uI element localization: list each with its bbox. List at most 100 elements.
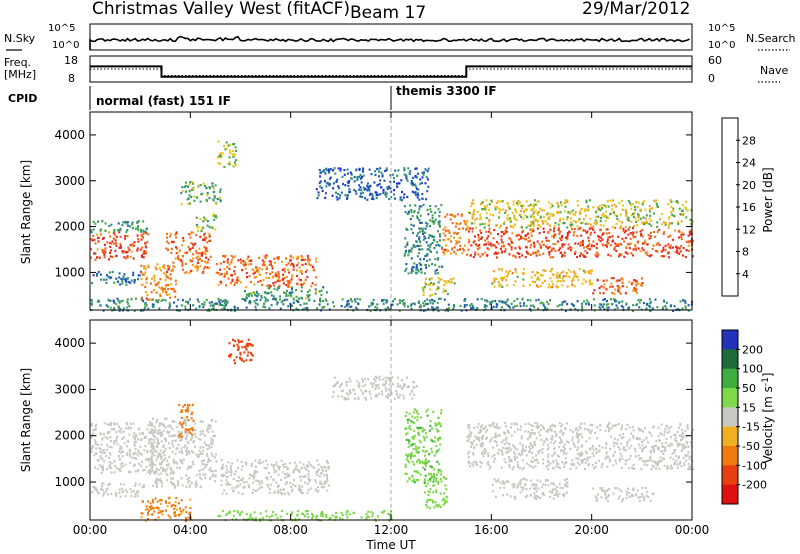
power-cell-0 — [96, 233, 99, 236]
velocity-cell-4 — [253, 475, 256, 478]
power-cell-14 — [631, 234, 634, 237]
velocity-cell-7 — [411, 443, 414, 446]
power-cell-6 — [186, 198, 189, 201]
power-cell-4 — [181, 255, 184, 258]
power-cell-0 — [104, 251, 107, 254]
power-cell-15 — [634, 217, 637, 220]
power-cell-18 — [144, 303, 146, 306]
power-cell-10 — [368, 189, 371, 192]
power-cell-18 — [431, 308, 434, 311]
power-cell-18 — [128, 305, 131, 308]
power-cell-17 — [625, 285, 628, 289]
power-cell-14 — [501, 231, 504, 234]
power-cell-15 — [679, 213, 682, 216]
velocity-cell-0 — [123, 436, 125, 439]
power-cell-11 — [438, 233, 441, 236]
power-cell-18 — [614, 300, 617, 303]
power-cell-13 — [459, 245, 462, 248]
velocity-cell-9 — [478, 437, 480, 440]
velocity-cell-2 — [180, 438, 183, 441]
velocity-cell-9 — [681, 437, 684, 441]
power-cell-15 — [620, 199, 623, 202]
velocity-cell-8 — [434, 489, 437, 492]
power-cell-14 — [632, 248, 635, 251]
velocity-cell-0 — [133, 451, 136, 454]
power-cell-15 — [626, 218, 629, 221]
power-cell-8 — [292, 265, 295, 268]
velocity-cell-0 — [104, 436, 107, 439]
power-cell-16 — [535, 284, 538, 287]
power-cell-8 — [274, 272, 277, 275]
velocity-cell-0 — [127, 426, 130, 429]
power-cell-14 — [650, 254, 653, 257]
velocity-cell-2 — [190, 449, 193, 453]
power-cell-18 — [529, 304, 532, 307]
power-cell-3 — [153, 274, 156, 277]
velocity-cell-3 — [179, 421, 182, 424]
velocity-cell-2 — [192, 463, 195, 466]
velocity-cell-9 — [663, 434, 666, 437]
power-cell-15 — [479, 216, 482, 219]
velocity-cell-7 — [404, 463, 407, 466]
velocity-cell-0 — [134, 444, 136, 447]
velocity-cell-7 — [407, 445, 410, 448]
power-cell-15 — [557, 223, 560, 226]
power-cell-14 — [608, 236, 611, 239]
velocity-cell-0 — [143, 449, 146, 452]
velocity-cell-2 — [189, 484, 192, 487]
power-cell-9 — [320, 293, 323, 296]
power-cell-11 — [419, 258, 422, 261]
power-cell-4 — [169, 233, 172, 236]
power-cell-14 — [656, 230, 659, 233]
velocity-cell-9 — [555, 465, 558, 468]
power-cell-14 — [503, 245, 505, 248]
power-cell-14 — [560, 251, 563, 254]
velocity-cell-2 — [158, 453, 161, 456]
velocity-cell-7 — [415, 479, 418, 482]
power-cell-4 — [205, 261, 208, 264]
power-cell-9 — [320, 289, 323, 292]
velocity-cell-7 — [405, 433, 407, 436]
power-cell-11 — [423, 257, 425, 261]
power-cell-8 — [277, 257, 280, 261]
power-cell-8 — [228, 267, 231, 270]
power-cell-18 — [382, 298, 385, 302]
velocity-cell-9 — [598, 449, 601, 452]
power-cell-4 — [181, 263, 184, 266]
velocity-cell-0 — [116, 435, 119, 438]
power-cell-15 — [539, 217, 542, 220]
velocity-cell-9 — [470, 432, 473, 435]
power-cell-18 — [118, 301, 121, 304]
power-cell-15 — [692, 220, 694, 223]
power-cell-11 — [434, 211, 437, 214]
power-cell-14 — [622, 229, 625, 232]
power-cell-12 — [424, 281, 427, 284]
power-cell-15 — [506, 217, 509, 220]
velocity-cell-9 — [553, 442, 555, 445]
power-cell-4 — [188, 272, 191, 275]
power-cell-14 — [586, 251, 589, 254]
power-cell-8 — [311, 282, 314, 285]
power-cell-10 — [409, 172, 412, 176]
power-cell-18 — [133, 309, 136, 312]
velocity-cell-1 — [134, 484, 137, 487]
velocity-cell-4 — [244, 461, 247, 464]
velocity-cell-9 — [633, 447, 636, 450]
power-cell-11 — [405, 263, 408, 266]
power-cell-12 — [424, 283, 427, 286]
power-cell-14 — [644, 239, 647, 242]
velocity-cell-4 — [286, 468, 289, 471]
power-cell-18 — [218, 300, 221, 303]
power-cell-4 — [201, 253, 204, 256]
power-cell-11 — [410, 270, 413, 273]
power-cell-14 — [473, 239, 476, 242]
velocity-cell-3 — [189, 428, 192, 431]
velocity-cell-4 — [295, 465, 298, 468]
power-cell-3 — [140, 264, 143, 267]
velocity-cell-9 — [628, 467, 631, 470]
power-cell-14 — [467, 248, 470, 251]
power-cell-10 — [367, 182, 369, 185]
power-cell-3 — [174, 295, 177, 298]
velocity-cell-2 — [202, 467, 205, 470]
power-cell-8 — [261, 283, 264, 286]
